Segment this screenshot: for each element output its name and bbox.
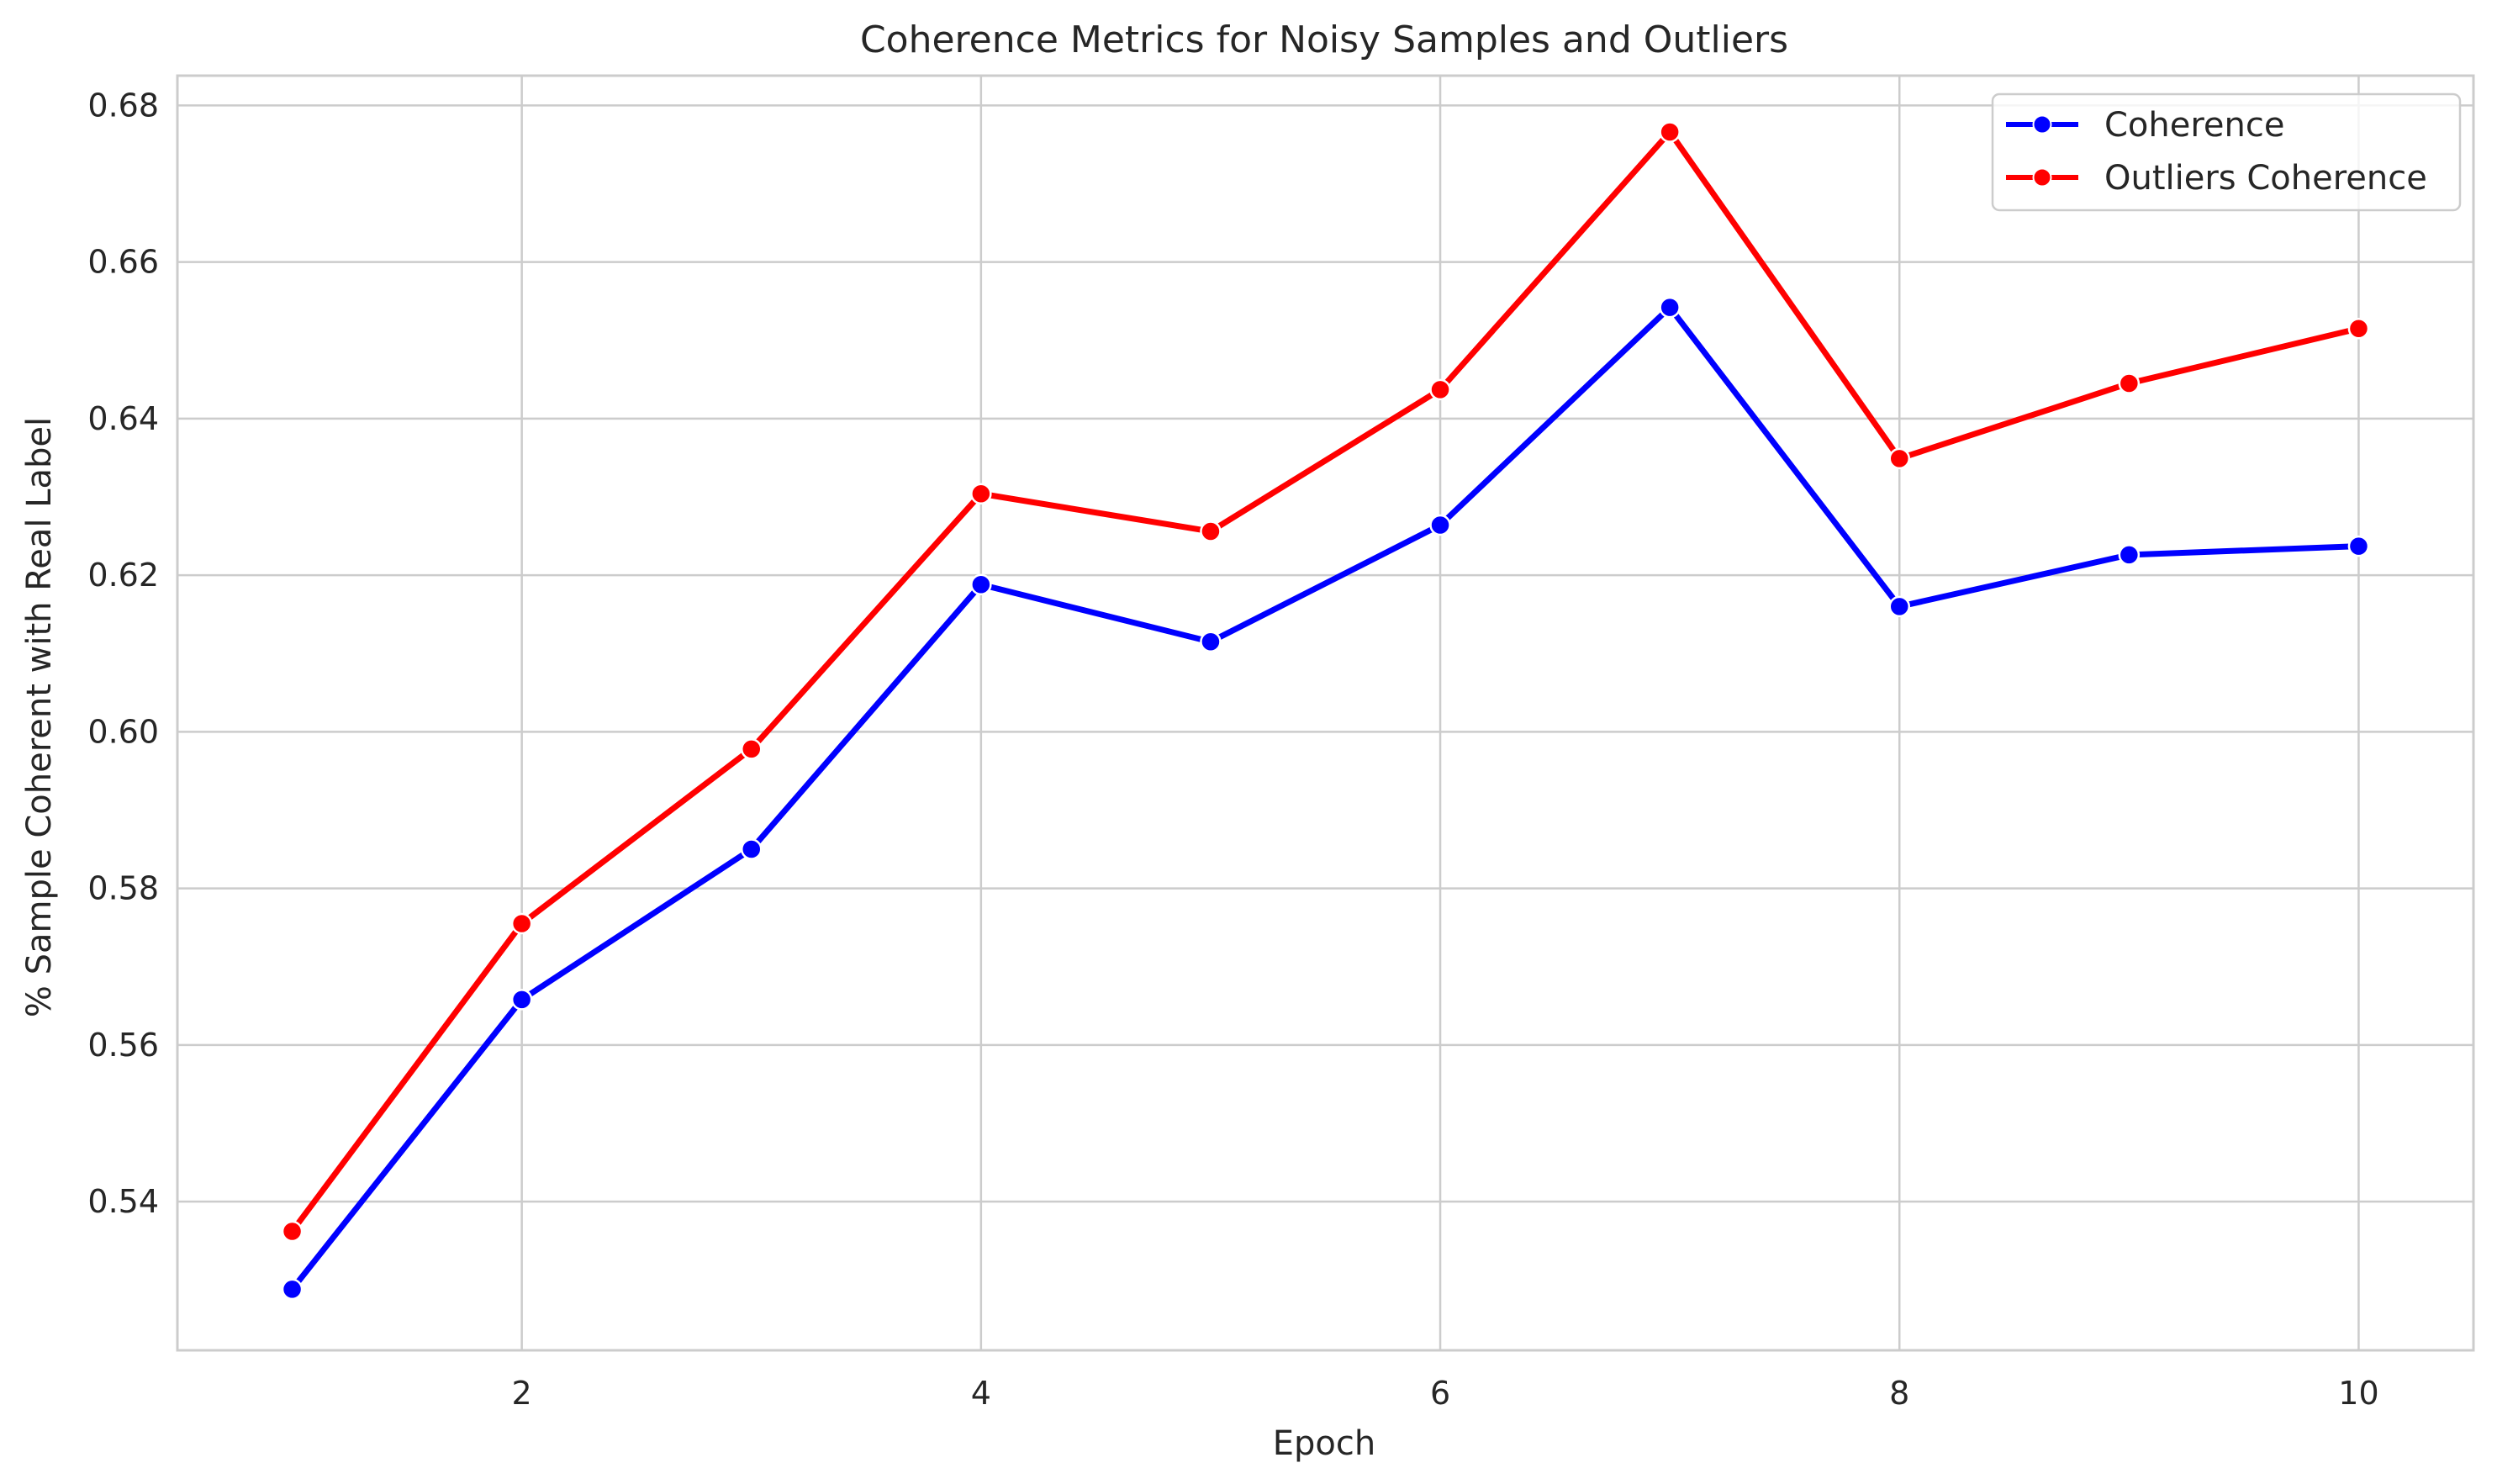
- legend-item-outliers-coherence: Outliers Coherence: [2006, 159, 2427, 198]
- chart-title: Coherence Metrics for Noisy Samples and …: [860, 18, 1788, 61]
- legend-item-coherence: Coherence: [2006, 106, 2285, 145]
- legend-marker-coherence: [2032, 114, 2052, 135]
- data-point-coherence: [1888, 595, 1910, 618]
- y-axis-label: % Sample Coherent with Real Label: [20, 417, 59, 1017]
- y-tick-label: 0.58: [87, 870, 159, 907]
- data-point-coherence: [2347, 535, 2370, 557]
- legend-label-outliers-coherence: Outliers Coherence: [2104, 159, 2427, 198]
- x-tick-label: 2: [512, 1375, 532, 1412]
- data-point-coherence: [510, 989, 533, 1011]
- series-line-coherence: [289, 304, 2362, 1292]
- plot-frame: [176, 74, 2475, 1352]
- y-tick-label: 0.60: [87, 713, 159, 750]
- legend-marker-outliers-coherence: [2032, 167, 2052, 187]
- y-tick-label: 0.64: [87, 400, 159, 437]
- x-axis-label: Epoch: [1273, 1424, 1375, 1463]
- series-line-outliers-coherence: [289, 129, 2362, 1234]
- y-tick-label: 0.54: [87, 1183, 159, 1220]
- tick-labels: 2 4 6 8 10 0.54 0.56 0.58 0.60 0.62 0.64 0.66 0.68: [87, 87, 2378, 1412]
- y-tick-label: 0.56: [87, 1027, 159, 1064]
- x-tick-label: 6: [1430, 1375, 1450, 1412]
- series-layer: [281, 121, 2370, 1301]
- x-tick-label: 10: [2338, 1375, 2378, 1412]
- legend-label-coherence: Coherence: [2104, 106, 2285, 145]
- data-point-coherence: [970, 573, 992, 596]
- y-tick-label: 0.66: [87, 244, 159, 281]
- legend-box: [1991, 92, 2462, 212]
- data-point-outliers-coherence: [1429, 378, 1451, 401]
- series-outliers-coherence: [281, 121, 2370, 1243]
- data-point-outliers-coherence: [510, 912, 533, 935]
- data-point-coherence: [2118, 544, 2141, 566]
- y-tick-label: 0.62: [87, 557, 159, 594]
- data-point-outliers-coherence: [281, 1220, 304, 1243]
- y-tick-label: 0.68: [87, 87, 159, 124]
- data-point-coherence: [1200, 631, 1222, 653]
- data-point-coherence: [741, 838, 763, 860]
- data-point-outliers-coherence: [1659, 121, 1681, 143]
- x-tick-label: 8: [1889, 1375, 1909, 1412]
- x-tick-label: 4: [971, 1375, 991, 1412]
- data-point-outliers-coherence: [1200, 520, 1222, 542]
- data-point-outliers-coherence: [970, 483, 992, 505]
- data-point-coherence: [1429, 514, 1451, 536]
- data-point-outliers-coherence: [741, 738, 763, 760]
- data-point-coherence: [281, 1278, 304, 1301]
- data-point-outliers-coherence: [2347, 318, 2370, 340]
- legend: Coherence Outliers Coherence: [1991, 92, 2462, 212]
- data-point-coherence: [1659, 296, 1681, 319]
- data-point-outliers-coherence: [2118, 372, 2141, 394]
- series-coherence: [281, 296, 2370, 1301]
- data-point-outliers-coherence: [1888, 447, 1910, 470]
